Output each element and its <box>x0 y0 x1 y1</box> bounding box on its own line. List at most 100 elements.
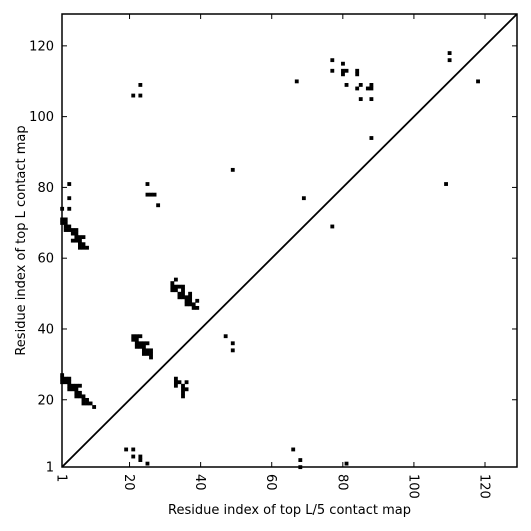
contact-point <box>138 458 143 462</box>
contact-point <box>230 341 235 346</box>
contact-point <box>330 58 335 63</box>
contact-point <box>170 281 175 286</box>
contact-point <box>138 454 143 459</box>
contact-point <box>447 58 452 63</box>
x-tick-label: 40 <box>192 474 207 491</box>
contact-point <box>184 295 189 300</box>
contact-point <box>141 348 146 353</box>
contact-point <box>195 305 200 310</box>
contact-point <box>74 390 79 395</box>
contact-point <box>78 245 82 250</box>
contact-point <box>85 401 89 406</box>
plot-frame <box>61 13 518 468</box>
x-tick-label: 80 <box>334 474 349 491</box>
contact-point <box>78 394 82 399</box>
contact-point <box>81 245 86 250</box>
contact-point <box>188 291 193 296</box>
contact-point <box>67 224 72 229</box>
contact-point <box>149 355 153 360</box>
contact-point <box>74 383 79 388</box>
contact-point <box>355 86 360 91</box>
contact-point <box>131 334 136 339</box>
contact-point <box>74 394 79 399</box>
contact-point <box>156 203 161 208</box>
contact-point <box>74 387 79 392</box>
contact-point <box>358 97 363 102</box>
contact-point <box>85 245 89 250</box>
contact-point <box>223 334 228 339</box>
y-tick-label: 120 <box>29 39 54 54</box>
contact-point <box>145 192 150 197</box>
contact-point <box>88 401 93 406</box>
contact-point <box>70 387 75 392</box>
contact-points <box>60 51 480 470</box>
contact-point <box>181 284 185 289</box>
contact-point <box>81 401 86 406</box>
contact-point <box>74 238 79 243</box>
contact-point <box>188 302 193 307</box>
contact-point <box>67 196 72 201</box>
contact-point <box>78 390 82 395</box>
contact-point <box>78 242 82 247</box>
contact-point <box>134 341 139 346</box>
contact-point <box>173 380 178 385</box>
contact-point <box>230 348 235 353</box>
contact-point <box>63 224 68 229</box>
contact-point <box>145 461 150 466</box>
contact-point <box>181 295 185 300</box>
contact-point <box>298 458 303 462</box>
x-axis-label: Residue index of top L/5 contact map <box>168 503 411 518</box>
contact-point <box>70 231 75 236</box>
contact-point <box>191 305 196 310</box>
contact-point <box>369 136 374 140</box>
contact-point <box>138 93 143 98</box>
contact-point <box>173 277 178 282</box>
contact-point <box>81 242 86 247</box>
contact-point <box>74 228 79 232</box>
contact-point <box>195 298 200 303</box>
y-tick-label: 60 <box>37 252 54 267</box>
contact-point <box>341 72 345 77</box>
contact-point <box>181 394 185 399</box>
contact-point <box>63 376 68 381</box>
contact-point <box>181 291 185 296</box>
contact-point <box>188 295 193 300</box>
contact-point <box>131 454 136 459</box>
contact-point <box>70 228 75 232</box>
contact-point <box>141 341 146 346</box>
contact-point <box>444 182 448 186</box>
contact-point <box>170 288 175 293</box>
contact-point <box>191 302 196 307</box>
contact-point <box>173 376 178 381</box>
contact-point <box>330 68 335 73</box>
contact-point <box>330 224 335 229</box>
contact-point <box>177 380 182 385</box>
contact-point <box>134 337 139 342</box>
contact-point <box>344 461 349 466</box>
contact-point <box>78 238 82 243</box>
y-tick-label: 80 <box>37 181 54 196</box>
contact-point <box>149 348 153 353</box>
x-tick-label: 20 <box>121 474 136 491</box>
contact-point <box>170 284 175 289</box>
contact-point <box>369 86 374 91</box>
contact-point <box>134 344 139 349</box>
contact-point <box>81 394 86 399</box>
diagonal-line <box>61 13 518 468</box>
contact-point <box>145 341 150 346</box>
contact-point <box>149 351 153 356</box>
contact-point <box>131 93 136 98</box>
contact-point <box>476 79 480 84</box>
contact-point <box>355 68 360 73</box>
contact-point <box>152 192 157 197</box>
contact-point <box>173 383 178 388</box>
contact-point <box>149 192 153 197</box>
contact-point <box>92 405 97 409</box>
contact-point <box>70 238 75 243</box>
contact-point <box>74 235 79 240</box>
contact-point <box>230 167 235 172</box>
contact-point <box>301 196 306 201</box>
contact-point <box>355 72 360 77</box>
x-tick-label: 120 <box>477 474 492 499</box>
contact-point <box>67 376 72 381</box>
